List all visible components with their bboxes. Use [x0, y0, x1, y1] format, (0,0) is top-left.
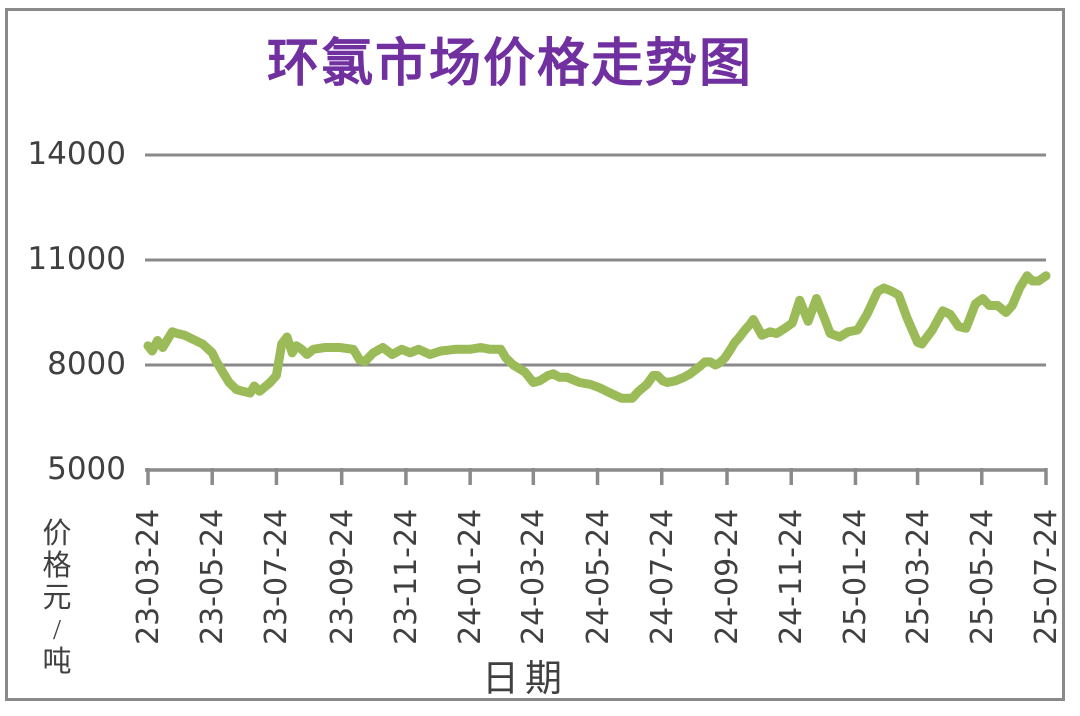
x-tick-label: 23-05-24 — [195, 508, 231, 645]
x-tick-label: 24-09-24 — [710, 508, 745, 645]
x-tick-label: 24-01-24 — [453, 508, 489, 645]
x-tick-label: 23-03-24 — [131, 508, 166, 645]
price-series-line — [143, 271, 1051, 403]
chart-title: 环氯市场价格走势图 — [266, 36, 753, 93]
x-tick-label: 24-11-24 — [774, 508, 810, 645]
y-tick-label: 14000 — [27, 136, 126, 172]
y-tick-label: 5000 — [47, 451, 126, 487]
x-tick-label: 23-09-24 — [324, 508, 360, 645]
x-tick-label: 24-03-24 — [516, 508, 552, 645]
x-tick-label: 24-07-24 — [644, 508, 680, 645]
x-tick-label: 23-11-24 — [388, 508, 424, 645]
x-tick-label: 25-03-24 — [900, 508, 936, 645]
x-axis-title: 日期 — [482, 659, 568, 700]
y-tick-label: 8000 — [47, 346, 126, 382]
y-tick-label: 11000 — [27, 241, 126, 277]
x-tick-label: 25-07-24 — [1029, 508, 1064, 645]
x-tick-label: 23-07-24 — [259, 508, 295, 645]
y-axis-title: 价 格 元 / 吨 — [42, 518, 72, 678]
x-tick-label: 25-05-24 — [964, 508, 1000, 645]
x-tick-label: 25-01-24 — [838, 508, 874, 645]
x-tick-label: 24-05-24 — [580, 508, 616, 645]
